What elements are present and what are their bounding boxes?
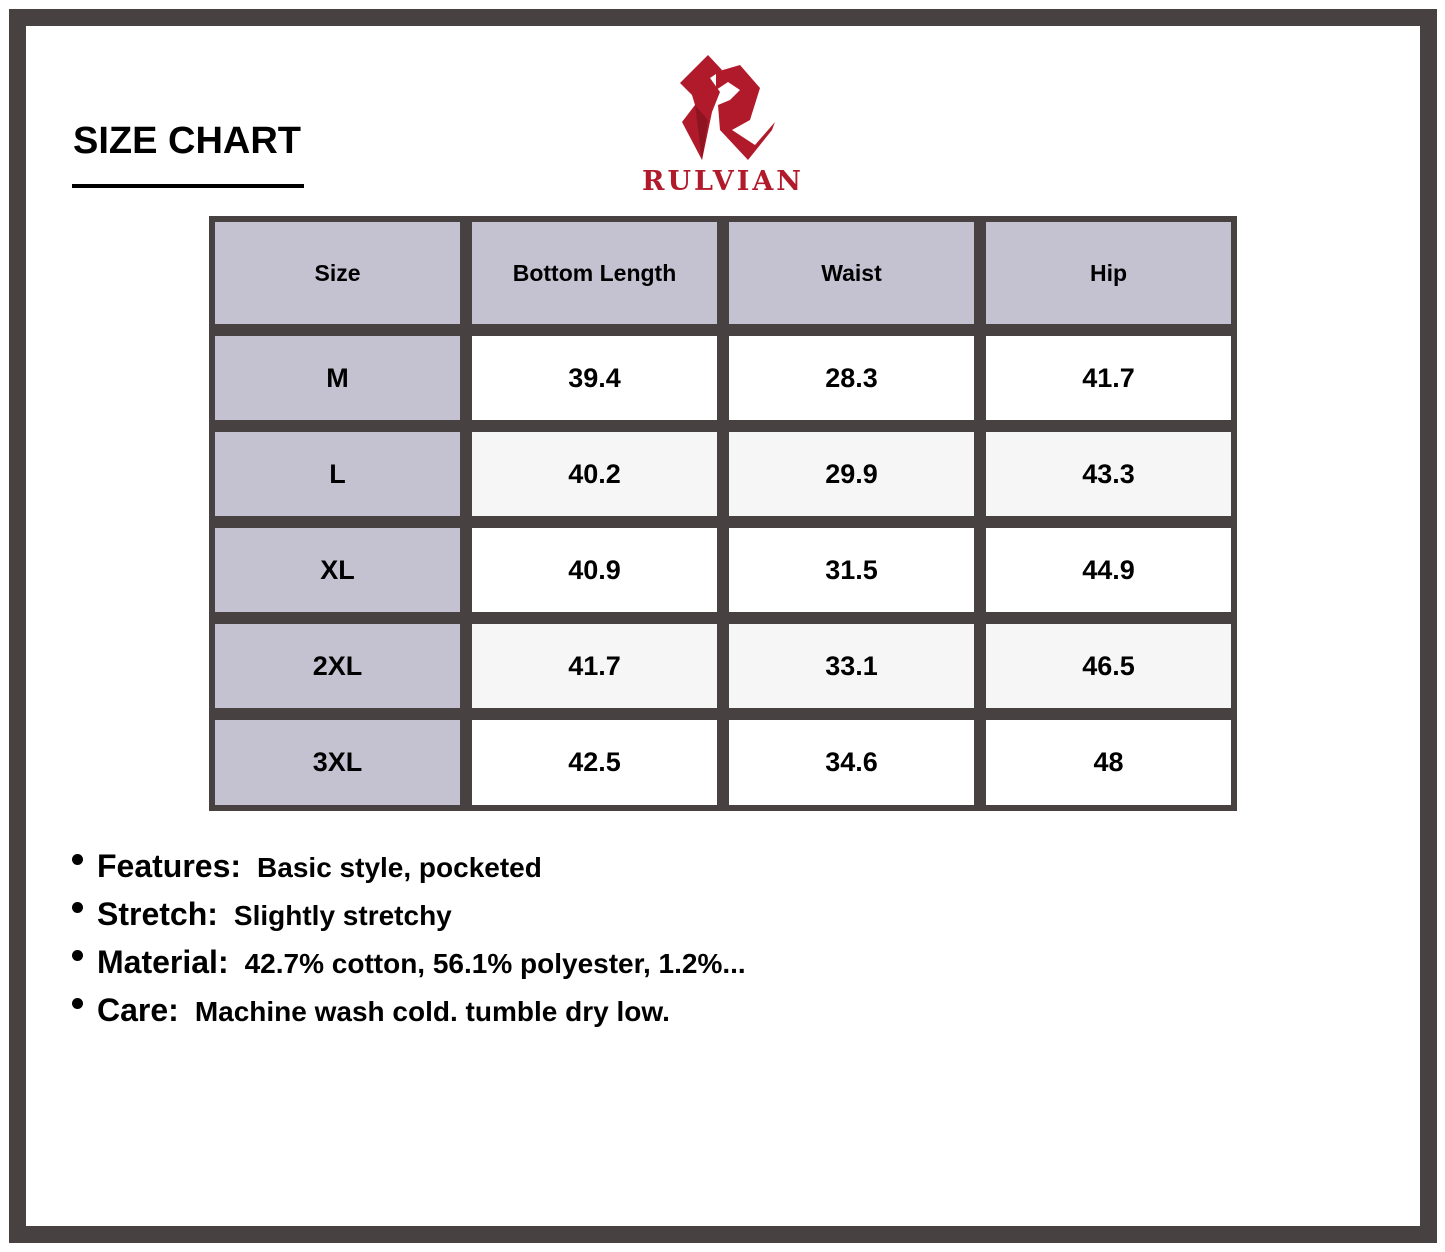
table-cell: 46.5 [986, 624, 1231, 708]
row-size: 3XL [215, 720, 460, 805]
table-cell: 40.2 [472, 432, 717, 516]
note-features: Features: Basic style, pocketed [72, 848, 746, 896]
note-care: Care: Machine wash cold. tumble dry low. [72, 992, 746, 1040]
table-cell: 29.9 [729, 432, 974, 516]
bullet-icon [72, 902, 83, 913]
table-cell: 33.1 [729, 624, 974, 708]
note-value: 42.7% cotton, 56.1% polyester, 1.2%... [244, 948, 746, 979]
row-size: L [215, 432, 460, 516]
note-label: Material: [97, 944, 229, 980]
title-underline [72, 184, 304, 188]
table-cell: 31.5 [729, 528, 974, 612]
table-cell: 42.5 [472, 720, 717, 805]
product-notes: Features: Basic style, pocketed Stretch:… [72, 848, 746, 1040]
page-title: SIZE CHART [73, 120, 301, 162]
table-cell: 28.3 [729, 336, 974, 420]
row-size: XL [215, 528, 460, 612]
note-material: Material: 42.7% cotton, 56.1% polyester,… [72, 944, 746, 992]
table-cell: 43.3 [986, 432, 1231, 516]
note-value: Basic style, pocketed [257, 852, 542, 883]
header-waist: Waist [729, 222, 974, 324]
header-hip: Hip [986, 222, 1231, 324]
header-bottom-length: Bottom Length [472, 222, 717, 324]
bullet-icon [72, 854, 83, 865]
table-cell: 39.4 [472, 336, 717, 420]
note-value: Machine wash cold. tumble dry low. [194, 996, 670, 1027]
note-value: Slightly stretchy [233, 900, 452, 931]
header-size: Size [215, 222, 460, 324]
table-cell: 41.7 [472, 624, 717, 708]
note-label: Stretch: [97, 896, 218, 932]
table-cell: 44.9 [986, 528, 1231, 612]
table-cell: 40.9 [472, 528, 717, 612]
row-size: M [215, 336, 460, 420]
row-size: 2XL [215, 624, 460, 708]
bullet-icon [72, 998, 83, 1009]
note-label: Features: [97, 848, 242, 884]
bullet-icon [72, 950, 83, 961]
note-label: Care: [97, 992, 179, 1028]
size-table: Size Bottom Length Waist Hip M 39.4 28.3… [209, 216, 1237, 811]
brand-logo-icon [680, 55, 775, 160]
table-cell: 34.6 [729, 720, 974, 805]
brand-name: RULVIAN [642, 166, 804, 197]
note-stretch: Stretch: Slightly stretchy [72, 896, 746, 944]
table-cell: 41.7 [986, 336, 1231, 420]
table-cell: 48 [986, 720, 1231, 805]
